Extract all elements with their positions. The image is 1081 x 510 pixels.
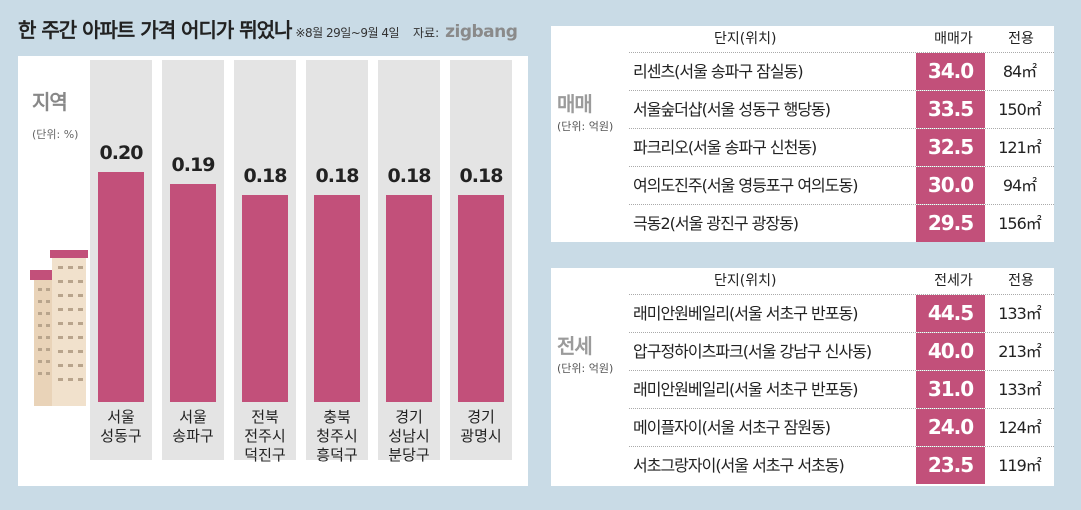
complex-name: 압구정하이츠파크(서울 강남구 신사동) [633,342,872,361]
region-chart-panel: 지역 (단위: %) 0.20 서울 성동구 0.19 서울 송파구 0.18 전북 전주… [18,56,528,486]
bar-category-label: 전북 전주시 덕진구 [244,408,286,464]
bar [458,195,504,402]
sale-label: 매매 [557,92,593,116]
bar-category-label: 충북 청주시 흥덕구 [316,408,358,464]
sale-table: 단지(위치) 매매가 전용 매매 (단위: 억원) 리센츠(서울 송파구 잠실동… [551,26,1054,242]
bar-value-label: 0.19 [171,153,216,176]
table-row: 압구정하이츠파크(서울 강남구 신사동) 40.0 213㎡ [629,332,1054,370]
price-cell: 44.5 [916,295,985,332]
area-cell: 119㎡ [998,456,1042,475]
bar-value-label: 0.20 [99,142,144,164]
sale-header-price: 매매가 [934,31,973,47]
area-cell: 84㎡ [1002,62,1037,81]
price-cell: 23.5 [916,447,985,484]
price-cell: 31.0 [916,371,985,408]
chart-unit: (단위: %) [32,128,79,141]
complex-name: 파크리오(서울 송파구 신천동) [633,138,817,157]
table-row: 서초그랑자이(서울 서초구 서초동) 23.5 119㎡ [629,446,1054,484]
bar [242,195,288,402]
bar-category-label: 서울 송파구 [172,408,214,445]
jeonse-table: 단지(위치) 전세가 전용 전세 (단위: 억원) 래미안원베일리(서울 서초구… [551,268,1054,486]
chart-title: 지역 [32,90,68,114]
table-row: 극동2(서울 광진구 광장동) 29.5 156㎡ [629,204,1054,242]
jeonse-header-area: 전용 [1008,273,1034,289]
apartment-building-icon [30,250,88,406]
area-cell: 133㎡ [998,304,1042,323]
jeonse-header-price: 전세가 [934,273,973,289]
area-cell: 124㎡ [998,418,1042,437]
area-cell: 150㎡ [998,100,1042,119]
header: 한 주간 아파트 가격 어디가 뛰었나 ※8월 29일~9월 4일 자료: zi… [18,14,518,48]
jeonse-header-name: 단지(위치) [714,273,777,289]
area-cell: 213㎡ [998,342,1042,361]
bar-value-label: 0.18 [459,165,504,187]
bar-category-label: 서울 성동구 [100,408,142,445]
bar [314,195,360,402]
table-row: 파크리오(서울 송파구 신천동) 32.5 121㎡ [629,128,1054,166]
area-cell: 94㎡ [1002,176,1037,195]
complex-name: 극동2(서울 광진구 광장동) [633,214,799,233]
bar-value-label: 0.18 [387,165,432,187]
table-row: 래미안원베일리(서울 서초구 반포동) 44.5 133㎡ [629,294,1054,332]
bar-category-label: 경기 광명시 [460,408,502,445]
source-label: 자료: [413,26,440,40]
bar [98,172,144,402]
complex-name: 서울숲더샵(서울 성동구 행당동) [633,100,831,119]
area-cell: 121㎡ [998,138,1042,157]
price-cell: 33.5 [916,91,985,128]
sale-header-area: 전용 [1008,31,1034,47]
sale-unit: (단위: 억원) [557,120,614,133]
page-title: 한 주간 아파트 가격 어디가 뛰었나 [18,18,292,42]
complex-name: 리센츠(서울 송파구 잠실동) [633,62,804,81]
bar-category-label: 경기 성남시 분당구 [388,408,430,464]
complex-name: 래미안원베일리(서울 서초구 반포동) [633,304,858,323]
jeonse-label: 전세 [557,334,593,358]
bar [386,195,432,402]
source-brand-logo: zigbang [445,22,518,42]
complex-name: 메이플자이(서울 서초구 잠원동) [633,418,831,437]
price-cell: 40.0 [916,333,985,370]
price-cell: 32.5 [916,129,985,166]
price-cell: 34.0 [916,53,985,90]
table-row: 서울숲더샵(서울 성동구 행당동) 33.5 150㎡ [629,90,1054,128]
jeonse-unit: (단위: 억원) [557,362,614,375]
period-note: ※8월 29일~9월 4일 [295,26,399,40]
complex-name: 서초그랑자이(서울 서초구 서초동) [633,456,845,475]
bar [170,183,216,402]
area-cell: 133㎡ [998,380,1042,399]
table-row: 리센츠(서울 송파구 잠실동) 34.0 84㎡ [629,52,1054,90]
price-cell: 29.5 [916,205,985,242]
table-row: 래미안원베일리(서울 서초구 반포동) 31.0 133㎡ [629,370,1054,408]
complex-name: 래미안원베일리(서울 서초구 반포동) [633,380,858,399]
table-row: 메이플자이(서울 서초구 잠원동) 24.0 124㎡ [629,408,1054,446]
price-cell: 24.0 [916,409,985,446]
bar-value-label: 0.18 [315,165,360,187]
area-cell: 156㎡ [998,214,1042,233]
price-cell: 30.0 [916,167,985,204]
bar-value-label: 0.18 [243,165,288,187]
complex-name: 여의도진주(서울 영등포구 여의도동) [633,176,858,195]
sale-header-name: 단지(위치) [714,31,777,47]
table-row: 여의도진주(서울 영등포구 여의도동) 30.0 94㎡ [629,166,1054,204]
